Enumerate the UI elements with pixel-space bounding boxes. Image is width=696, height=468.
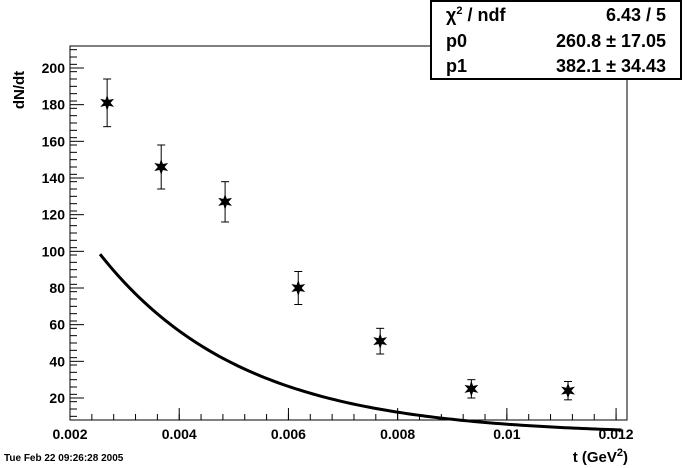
fit-curve-layer <box>98 253 622 432</box>
x-tick-label: 0.004 <box>162 426 197 442</box>
timestamp: Tue Feb 22 09:26:28 2005 <box>4 453 124 464</box>
y-tick-label: 140 <box>42 170 66 186</box>
y-tick-label: 120 <box>42 207 66 223</box>
x-axis: 0.002 0.004 0.006 0.008 0.01 0.012 <box>52 408 634 442</box>
x-tick-label: 0.008 <box>380 426 415 442</box>
data-point <box>100 94 115 111</box>
stats-value-p1: 382.1 ± 34.43 <box>556 56 666 76</box>
x-tick-label: 0.002 <box>52 426 87 442</box>
stats-name-p0: p0 <box>446 31 468 51</box>
data-points <box>100 78 575 401</box>
data-point <box>464 380 479 397</box>
data-point <box>218 193 233 210</box>
y-tick-label: 100 <box>42 243 66 259</box>
y-tick-label: 160 <box>42 133 66 149</box>
y-axis: 20 40 60 80 100 120 140 160 180 200 <box>42 49 84 417</box>
fit-curve <box>98 253 622 432</box>
stats-row-chi2: χ2 / ndf 6.43 / 5 <box>432 4 680 29</box>
y-axis-title: dN/dt <box>11 71 28 109</box>
stats-value-p0: 260.8 ± 17.05 <box>556 31 666 51</box>
plot-border <box>69 45 628 421</box>
data-point <box>373 333 388 350</box>
y-tick-label: 180 <box>42 97 66 113</box>
stats-value-chi2: 6.43 / 5 <box>605 5 666 25</box>
data-point <box>561 382 575 399</box>
stats-row-p0: p0 260.8 ± 17.05 <box>432 30 680 55</box>
x-axis-title: t (GeV2) <box>573 447 628 466</box>
data-point <box>154 159 169 175</box>
x-tick-label: 0.006 <box>271 426 306 442</box>
x-tick-label: 0.01 <box>493 426 520 442</box>
y-tick-label: 60 <box>49 317 65 333</box>
stats-name-p1: p1 <box>446 56 468 76</box>
y-tick-label: 200 <box>42 60 66 76</box>
stats-row-p1: p1 382.1 ± 34.43 <box>432 55 680 80</box>
y-tick-label: 20 <box>49 390 65 406</box>
y-tick-label: 80 <box>49 280 65 296</box>
stats-name-chi2: χ2 / ndf <box>446 5 506 25</box>
y-tick-label: 40 <box>49 353 65 369</box>
data-point <box>291 280 306 296</box>
plot-frame <box>69 45 628 421</box>
fit-stats-box: χ2 / ndf 6.43 / 5 p0 260.8 ± 17.05 p1 38… <box>430 0 682 80</box>
